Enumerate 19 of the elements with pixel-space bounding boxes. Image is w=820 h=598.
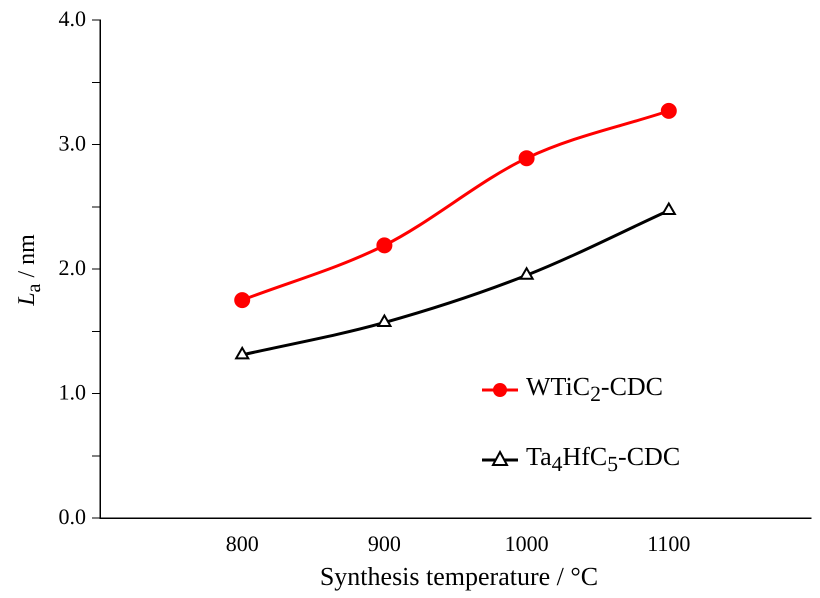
point: [376, 237, 392, 254]
y-tick-label: 0.0: [58, 504, 86, 529]
y-tick-label: 4.0: [58, 6, 86, 31]
legend-label: WTiC$_{2}$-CDC: [526, 372, 664, 408]
y-tick-label: 2.0: [58, 254, 86, 280]
x-tick-label: 800: [226, 530, 259, 556]
point: [520, 267, 534, 280]
point: [377, 314, 392, 328]
point: [235, 346, 250, 360]
x-tick-label: 1000: [504, 530, 549, 556]
y-tick-label: 1.0: [58, 379, 86, 404]
x-tick-label: 1100: [647, 530, 690, 556]
point: [662, 202, 676, 215]
y-tick-label: 3.0: [58, 130, 86, 156]
point: [518, 150, 535, 166]
legend-label: Ta$_{4}$HfC$_{5}$-CDC: [526, 442, 680, 478]
x-axis-title: Synthesis temperature / °C: [318, 562, 600, 592]
point: [660, 102, 677, 119]
x-tick-label: 900: [368, 530, 401, 556]
